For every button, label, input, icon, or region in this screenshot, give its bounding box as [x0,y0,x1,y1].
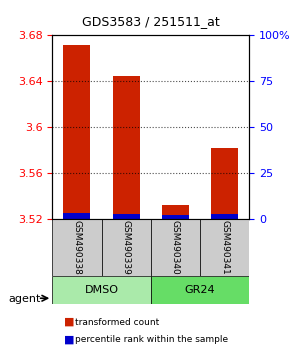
Text: GSM490341: GSM490341 [220,221,229,275]
FancyBboxPatch shape [52,276,151,304]
FancyBboxPatch shape [102,219,151,276]
Bar [162,205,189,219]
Text: DMSO: DMSO [84,285,119,295]
Text: GR24: GR24 [185,285,215,295]
Text: GDS3583 / 251511_at: GDS3583 / 251511_at [82,15,220,28]
Text: percentile rank within the sample: percentile rank within the sample [75,335,229,344]
FancyBboxPatch shape [151,276,249,304]
Text: transformed count: transformed count [75,318,160,327]
Bar [63,45,90,219]
Bar [211,148,238,219]
Bar [113,76,140,219]
FancyBboxPatch shape [200,219,249,276]
Bar [63,213,90,219]
Bar [211,214,238,219]
Bar [162,215,189,219]
FancyBboxPatch shape [151,219,200,276]
Text: agent: agent [9,294,41,304]
Text: GSM490338: GSM490338 [72,220,81,275]
Text: GSM490339: GSM490339 [122,220,131,275]
Text: ■: ■ [64,317,74,327]
Text: GSM490340: GSM490340 [171,221,180,275]
Text: ■: ■ [64,335,74,345]
FancyBboxPatch shape [52,219,102,276]
Bar [113,214,140,219]
